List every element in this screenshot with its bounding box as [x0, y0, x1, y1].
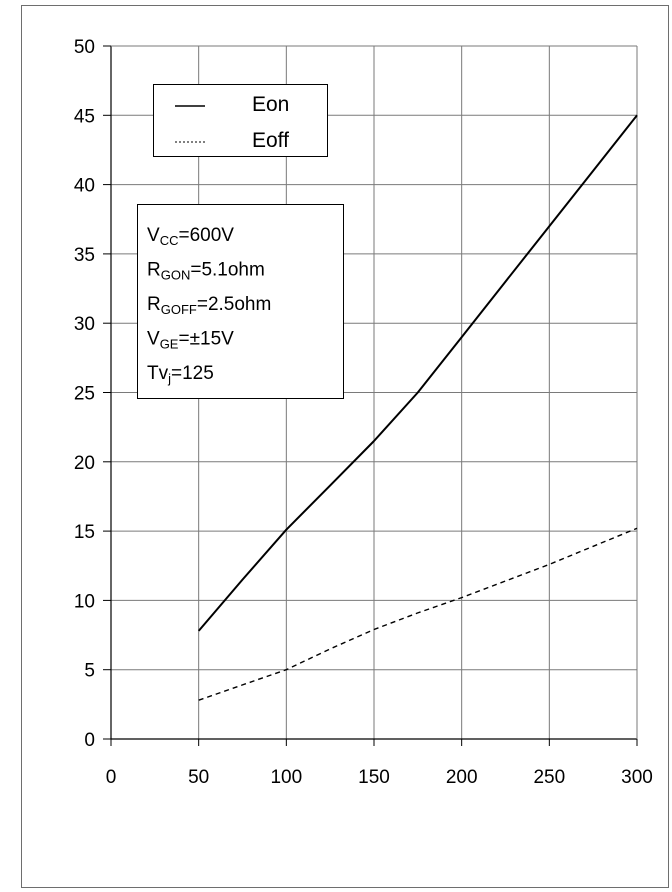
x-tick-label: 50 — [188, 767, 209, 788]
condition-line: RGOFF=2.5ohm — [147, 294, 271, 317]
condition-line: Tvj=125 — [147, 363, 214, 386]
x-tick-label: 100 — [270, 767, 302, 788]
legend-box — [153, 84, 328, 157]
y-tick-label: 40 — [74, 176, 95, 197]
test-conditions-box: VCC=600V RGON=5.1ohm RGOFF=2.5ohm VGE=±15V T… — [137, 204, 344, 399]
y-tick-label: 45 — [74, 106, 95, 127]
series-line-eon — [197, 114, 638, 632]
condition-line: RGON=5.1ohm — [147, 260, 265, 283]
y-tick-label: 5 — [84, 661, 95, 682]
y-tick-label: 20 — [74, 453, 95, 474]
y-tick-label: 35 — [74, 245, 95, 266]
condition-line: VCC=600V — [147, 225, 234, 248]
outer-border — [21, 5, 669, 888]
x-tick-label: 150 — [358, 767, 390, 788]
x-tick-label: 0 — [106, 767, 117, 788]
condition-line: VGE=±15V — [147, 329, 234, 352]
y-tick-label: 50 — [74, 37, 95, 58]
axes — [103, 45, 638, 746]
series-line-eoff — [198, 527, 638, 701]
y-tick-label: 15 — [74, 522, 95, 543]
x-tick-label: 250 — [533, 767, 565, 788]
x-tick-label: 200 — [446, 767, 478, 788]
legend-eoff-label: Eoff — [252, 129, 289, 152]
conditions-box — [137, 204, 344, 399]
y-tick-label: 10 — [74, 591, 95, 612]
y-tick-label: 0 — [84, 730, 95, 751]
legend: Eon Eoff — [153, 84, 328, 157]
series-lines — [197, 114, 638, 701]
y-tick-label: 30 — [74, 314, 95, 335]
y-tick-label: 25 — [74, 384, 95, 405]
y-tick-labels: 0 5 10 15 20 25 30 35 40 45 50 — [74, 37, 95, 751]
x-tick-labels: 0 50 100 150 200 250 300 — [106, 767, 653, 788]
legend-eon-label: Eon — [252, 93, 289, 116]
x-tick-label: 300 — [621, 767, 653, 788]
